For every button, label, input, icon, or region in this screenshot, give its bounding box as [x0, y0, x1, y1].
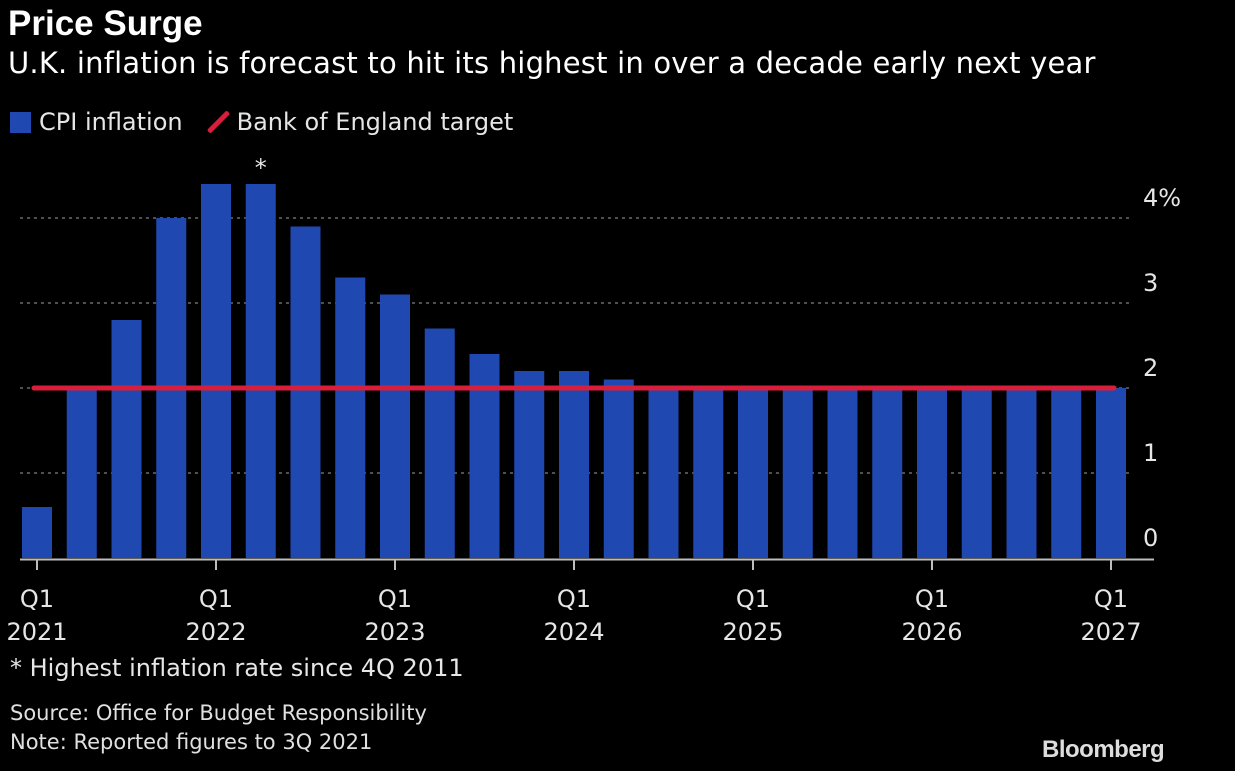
cpi-bar [469, 354, 500, 558]
bloomberg-logo: Bloomberg [1042, 736, 1165, 763]
cpi-bar [559, 371, 589, 558]
source-note: Source: Office for Budget Responsibility [10, 701, 427, 725]
cpi-bar [648, 388, 679, 558]
legend: CPI inflation Bank of England target [10, 108, 513, 136]
footnote: * Highest inflation rate since 4Q 2011 [10, 654, 464, 682]
cpi-bar [290, 226, 321, 558]
x-tick-quarter: Q1 [915, 585, 949, 613]
x-tick-year: 2024 [543, 618, 604, 646]
x-tick-quarter: Q1 [736, 585, 770, 613]
cpi-bar [514, 371, 545, 558]
cpi-bar [827, 388, 858, 558]
cpi-bar [1006, 388, 1037, 558]
x-tick-quarter: Q1 [1094, 585, 1128, 613]
legend-bar-label: CPI inflation [39, 108, 183, 136]
x-tick-quarter: Q1 [557, 585, 591, 613]
cpi-bar [380, 294, 410, 558]
cpi-bar [917, 388, 947, 558]
cpi-bar [1096, 388, 1126, 558]
cpi-bar [22, 507, 52, 558]
annotation-asterisk: * [255, 154, 267, 182]
y-tick-label: 4% [1143, 184, 1181, 212]
legend-bar-swatch [10, 111, 31, 133]
cpi-bar [961, 388, 992, 558]
data-note: Note: Reported figures to 3Q 2021 [10, 730, 373, 754]
y-tick-label: 2 [1143, 354, 1158, 382]
x-tick-year: 2021 [6, 618, 67, 646]
cpi-bar [424, 328, 455, 558]
x-tick-quarter: Q1 [20, 585, 54, 613]
legend-line-label: Bank of England target [236, 108, 514, 136]
cpi-bar [201, 184, 231, 558]
cpi-bar [66, 388, 97, 558]
x-tick-quarter: Q1 [378, 585, 412, 613]
y-tick-label: 0 [1143, 524, 1158, 552]
y-tick-label: 1 [1143, 439, 1158, 467]
chart-subtitle: U.K. inflation is forecast to hit its hi… [8, 46, 1096, 80]
x-tick-year: 2025 [722, 618, 783, 646]
x-tick-year: 2027 [1080, 618, 1141, 646]
cpi-bar [1051, 388, 1082, 558]
cpi-bar [335, 277, 366, 558]
x-tick-year: 2022 [185, 618, 246, 646]
cpi-bar [245, 184, 276, 558]
y-tick-label: 3 [1143, 269, 1158, 297]
cpi-bar [738, 388, 768, 558]
chart-title: Price Surge [8, 4, 203, 43]
cpi-bar [782, 388, 813, 558]
x-tick-year: 2023 [364, 618, 425, 646]
cpi-bar [693, 388, 724, 558]
x-tick-quarter: Q1 [199, 585, 233, 613]
cpi-bar [872, 388, 903, 558]
cpi-bar [111, 320, 142, 558]
cpi-bar [603, 379, 634, 558]
x-tick-year: 2026 [901, 618, 962, 646]
